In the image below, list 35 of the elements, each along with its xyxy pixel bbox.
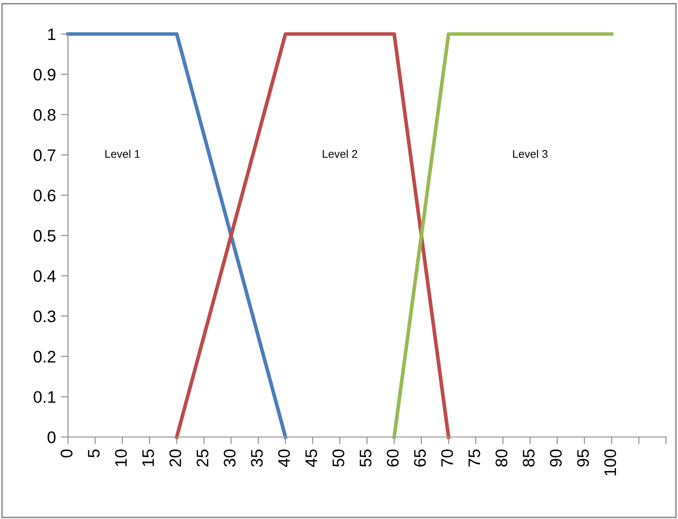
y-tick-label: 0.3 bbox=[34, 310, 56, 322]
y-tick-label: 0 bbox=[48, 431, 56, 444]
x-tick-label: 35 bbox=[250, 450, 263, 467]
x-tick-label: 30 bbox=[224, 449, 236, 467]
x-tick-label: 95 bbox=[577, 450, 589, 467]
y-tick-label: 0.8 bbox=[34, 109, 56, 121]
x-tick-label: 85 bbox=[522, 450, 535, 467]
x-tick-label: 55 bbox=[360, 450, 372, 467]
x-tick-label: 60 bbox=[386, 449, 399, 466]
x-tick-label: 15 bbox=[142, 450, 154, 466]
y-tick-label: 0.2 bbox=[34, 350, 56, 363]
x-tick-label: 90 bbox=[550, 449, 562, 467]
x-tick-label: 75 bbox=[468, 450, 480, 466]
annotation: Level 2 bbox=[322, 150, 358, 158]
y-tick-label: 1 bbox=[48, 28, 56, 40]
x-tick-label: 0 bbox=[60, 449, 72, 458]
x-tick-label: 10 bbox=[115, 449, 127, 466]
y-tick-label: 0.5 bbox=[34, 230, 56, 242]
annotation: Level 1 bbox=[105, 150, 140, 158]
x-tick-label: 25 bbox=[196, 450, 208, 467]
x-tick-label: 100 bbox=[604, 449, 616, 476]
x-tick-label: 45 bbox=[305, 450, 318, 467]
x-tick-label: 5 bbox=[88, 450, 100, 458]
x-tick-label: 50 bbox=[332, 449, 344, 467]
y-tick-label: 0.6 bbox=[34, 190, 56, 202]
y-tick-label: 0.9 bbox=[34, 68, 56, 81]
x-tick-label: 65 bbox=[414, 450, 426, 466]
x-tick-label: 20 bbox=[169, 449, 182, 467]
y-tick-label: 0.1 bbox=[34, 391, 56, 403]
x-tick-label: 40 bbox=[278, 449, 290, 467]
x-tick-label: 80 bbox=[496, 449, 508, 467]
x-tick-label: 70 bbox=[441, 449, 454, 466]
y-tick-label: 0.7 bbox=[34, 149, 56, 162]
y-tick-label: 0.4 bbox=[34, 270, 56, 282]
annotation: Level 3 bbox=[513, 150, 548, 158]
